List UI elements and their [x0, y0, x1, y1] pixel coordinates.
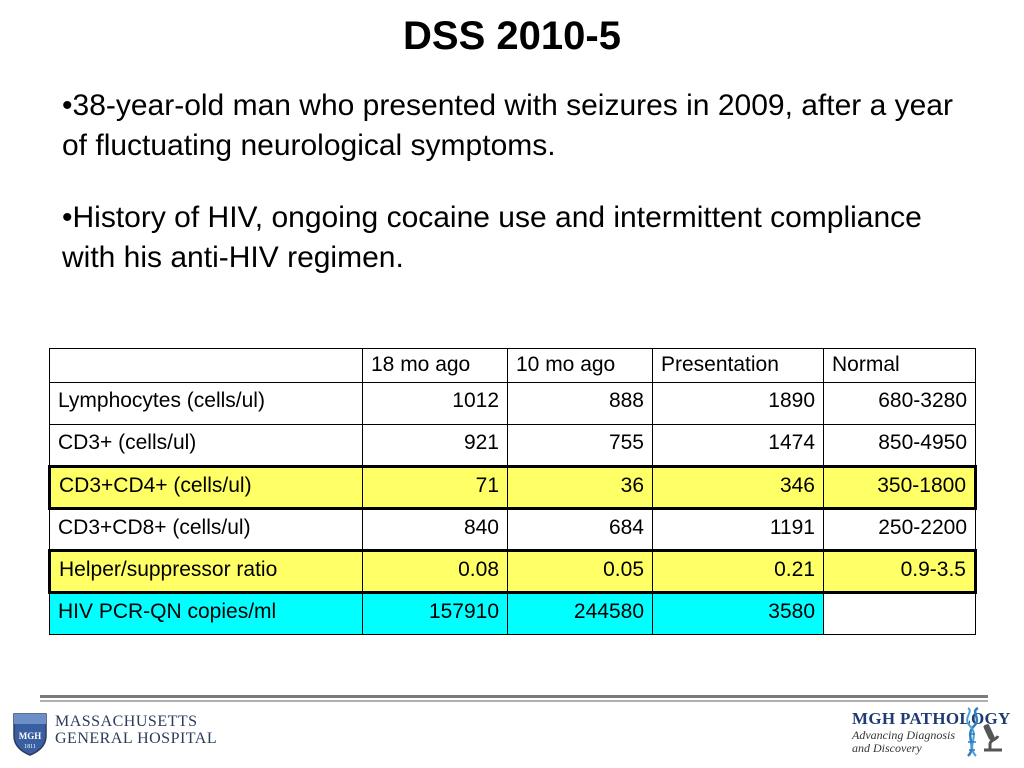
hospital-name: MASSACHUSETTS GENERAL HOSPITAL	[55, 713, 217, 747]
bullet-list: •38-year-old man who presented with seiz…	[62, 86, 962, 310]
pathology-logo: MGH PATHOLOGY Advancing Diagnosis and Di…	[852, 709, 1011, 755]
table-cell: 157910	[362, 592, 508, 635]
header-cell: 10 mo ago	[507, 348, 653, 383]
table-row: Lymphocytes (cells/ul) 1012 888 1890 680…	[49, 382, 976, 425]
header-cell: Presentation	[652, 348, 824, 383]
bullet-item: •History of HIV, ongoing cocaine use and…	[62, 201, 922, 274]
table-cell: 1474	[652, 424, 824, 467]
table-row-highlighted: Helper/suppressor ratio 0.08 0.05 0.21 0…	[48, 549, 977, 594]
bullet-item: •38-year-old man who presented with seiz…	[62, 89, 953, 162]
table-cell: 921	[362, 424, 508, 467]
table-row-highlighted: CD3+CD4+ (cells/ul) 71 36 346 350-1800	[48, 465, 977, 510]
table-cell: 888	[507, 382, 653, 425]
table-row-pcr: HIV PCR-QN copies/ml 157910 244580 3580	[49, 592, 976, 635]
table-cell: 1890	[652, 382, 824, 425]
table-cell: 680-3280	[823, 382, 976, 425]
header-cell	[49, 348, 363, 383]
table-cell: 0.08	[362, 549, 508, 594]
slide-title: DSS 2010-5	[403, 14, 621, 58]
table-cell-empty	[823, 592, 976, 635]
row-label: CD3+ (cells/ul)	[49, 424, 363, 467]
table-cell: 244580	[507, 592, 653, 635]
row-label: Lymphocytes (cells/ul)	[49, 382, 363, 425]
table-cell: 850-4950	[823, 424, 976, 467]
table-cell: 250-2200	[823, 508, 976, 551]
table-cell: 0.9-3.5	[823, 549, 977, 594]
table-cell: 755	[507, 424, 653, 467]
table-cell: 0.21	[652, 549, 824, 594]
footer-divider	[40, 700, 988, 702]
header-cell: 18 mo ago	[362, 348, 508, 383]
table-cell: 1012	[362, 382, 508, 425]
row-label: CD3+CD4+ (cells/ul)	[48, 465, 363, 510]
table-cell: 3580	[652, 592, 824, 635]
mgh-shield-icon: MGH 1811	[13, 713, 47, 756]
table-cell: 1191	[652, 508, 824, 551]
table-cell: 71	[362, 465, 508, 510]
hospital-line1: MASSACHUSETTS	[55, 713, 198, 730]
table-row: CD3+CD8+ (cells/ul) 840 684 1191 250-220…	[49, 508, 976, 551]
lab-results-table: 18 mo ago 10 mo ago Presentation Normal …	[48, 348, 977, 635]
table-cell: 0.05	[507, 549, 653, 594]
footer-divider	[40, 695, 988, 698]
pathology-title: MGH PATHOLOGY	[852, 709, 1011, 728]
row-label: Helper/suppressor ratio	[48, 549, 363, 594]
table-cell: 36	[507, 465, 653, 510]
pathology-tagline-2: and Discovery	[852, 741, 922, 755]
dna-microscope-icon	[966, 706, 1002, 757]
pathology-tagline-1: Advancing Diagnosis	[852, 728, 955, 742]
table-cell: 840	[362, 508, 508, 551]
table-row: CD3+ (cells/ul) 921 755 1474 850-4950	[49, 424, 976, 467]
header-cell: Normal	[823, 348, 976, 383]
shield-year: 1811	[24, 744, 36, 750]
row-label: CD3+CD8+ (cells/ul)	[49, 508, 363, 551]
hospital-line2: GENERAL HOSPITAL	[55, 730, 218, 747]
shield-text: MGH	[19, 731, 42, 741]
table-cell: 346	[652, 465, 824, 510]
table-cell: 684	[507, 508, 653, 551]
row-label: HIV PCR-QN copies/ml	[49, 592, 363, 635]
table-header-row: 18 mo ago 10 mo ago Presentation Normal	[49, 348, 976, 383]
table-cell: 350-1800	[823, 465, 977, 510]
